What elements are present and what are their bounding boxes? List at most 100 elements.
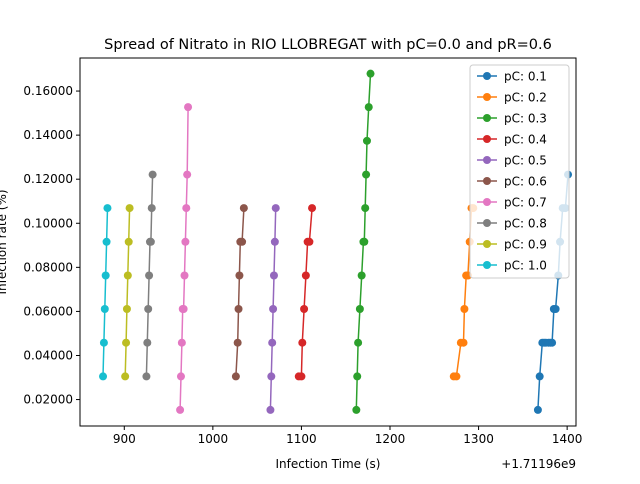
legend-label: pC: 0.1 bbox=[504, 70, 547, 84]
legend: pC: 0.1 pC: 0.2 pC: 0.3 pC: 0.4 pC: 0.5 pC: 0… bbox=[469, 64, 570, 279]
data-point bbox=[142, 372, 151, 381]
legend-marker bbox=[483, 114, 491, 122]
legend-marker bbox=[483, 177, 491, 185]
legend-item: pC: 0.1 bbox=[477, 70, 547, 84]
data-point bbox=[177, 338, 186, 347]
y-tick-label: 0.12000 bbox=[23, 172, 73, 186]
data-point bbox=[459, 338, 468, 347]
data-point bbox=[147, 204, 156, 213]
data-point bbox=[357, 271, 366, 280]
y-tick-label: 0.14000 bbox=[23, 128, 73, 142]
data-point bbox=[176, 405, 185, 414]
legend-label: pC: 0.9 bbox=[504, 238, 547, 252]
data-point bbox=[233, 338, 242, 347]
series-9 bbox=[121, 204, 134, 381]
legend-item: pC: 0.4 bbox=[477, 133, 547, 147]
legend-label: pC: 0.7 bbox=[504, 196, 547, 210]
legend-item: pC: 0.9 bbox=[477, 238, 547, 252]
legend-marker bbox=[483, 261, 491, 269]
data-point bbox=[308, 204, 317, 213]
series-line bbox=[124, 208, 131, 377]
y-tick-label: 0.10000 bbox=[23, 216, 73, 230]
data-point bbox=[146, 237, 155, 246]
legend-label: pC: 0.6 bbox=[504, 175, 547, 189]
data-point bbox=[354, 338, 363, 347]
data-point bbox=[270, 237, 279, 246]
chart-title: Spread of Nitrato in RIO LLOBREGAT with … bbox=[104, 37, 552, 53]
y-tick-label: 0.08000 bbox=[23, 260, 73, 274]
y-axis: 0.02000 0.04000 0.06000 0.08000 0.10000 0.120… bbox=[23, 84, 80, 407]
legend-marker bbox=[483, 156, 491, 164]
legend-item: pC: 0.8 bbox=[477, 217, 547, 231]
data-point bbox=[551, 304, 560, 313]
data-point bbox=[144, 304, 153, 313]
legend-item: pC: 0.5 bbox=[477, 154, 547, 168]
data-point bbox=[179, 304, 188, 313]
data-point bbox=[266, 405, 275, 414]
data-point bbox=[125, 204, 134, 213]
data-point bbox=[353, 372, 362, 381]
data-point bbox=[234, 304, 243, 313]
y-tick-label: 0.16000 bbox=[23, 84, 73, 98]
x-tick-label: 1100 bbox=[286, 432, 317, 446]
series-10 bbox=[99, 204, 112, 381]
legend-item: pC: 0.6 bbox=[477, 175, 547, 189]
x-tick-label: 1200 bbox=[375, 432, 406, 446]
data-point bbox=[121, 372, 130, 381]
legend-marker bbox=[483, 240, 491, 248]
data-point bbox=[268, 338, 277, 347]
legend-label: pC: 0.2 bbox=[504, 91, 547, 105]
data-point bbox=[267, 372, 276, 381]
data-point bbox=[533, 405, 542, 414]
legend-marker bbox=[483, 219, 491, 227]
data-point bbox=[355, 304, 364, 313]
series-6 bbox=[231, 204, 248, 381]
legend-label: pC: 0.8 bbox=[504, 217, 547, 231]
data-point bbox=[238, 237, 247, 246]
data-point bbox=[239, 204, 248, 213]
data-point bbox=[298, 338, 307, 347]
series-line bbox=[298, 208, 313, 378]
x-axis: 900 1000 1100 1200 1300 1400 bbox=[113, 426, 583, 446]
legend-item: pC: 1.0 bbox=[477, 259, 547, 273]
series-3 bbox=[352, 69, 375, 414]
data-point bbox=[183, 170, 192, 179]
data-point bbox=[182, 204, 191, 213]
x-tick-label: 1000 bbox=[198, 432, 229, 446]
legend-marker bbox=[483, 72, 491, 80]
legend-label: pC: 0.3 bbox=[504, 112, 547, 126]
data-point bbox=[122, 304, 131, 313]
data-point bbox=[143, 338, 152, 347]
data-point bbox=[100, 304, 109, 313]
data-point bbox=[231, 372, 240, 381]
series-line bbox=[235, 208, 245, 377]
x-tick-label: 900 bbox=[113, 432, 136, 446]
data-point bbox=[548, 338, 557, 347]
data-point bbox=[269, 271, 278, 280]
data-point bbox=[184, 103, 193, 112]
data-point bbox=[123, 271, 132, 280]
data-point bbox=[305, 237, 314, 246]
x-tick-label: 1400 bbox=[552, 432, 583, 446]
data-point bbox=[103, 204, 112, 213]
series-5 bbox=[266, 204, 280, 414]
data-point bbox=[145, 271, 154, 280]
legend-item: pC: 0.7 bbox=[477, 196, 547, 210]
data-point bbox=[102, 237, 111, 246]
data-point bbox=[124, 237, 133, 246]
legend-marker bbox=[483, 198, 491, 206]
series-4 bbox=[294, 204, 317, 381]
data-point bbox=[99, 338, 108, 347]
series-7 bbox=[176, 103, 193, 414]
y-tick-label: 0.02000 bbox=[23, 393, 73, 407]
data-point bbox=[148, 170, 157, 179]
y-tick-label: 0.04000 bbox=[23, 348, 73, 362]
data-point bbox=[452, 372, 461, 381]
data-point bbox=[300, 304, 309, 313]
series-line bbox=[179, 107, 189, 410]
data-point bbox=[101, 271, 110, 280]
data-point bbox=[362, 136, 371, 145]
x-axis-label: Infection Time (s) bbox=[276, 457, 381, 471]
data-point bbox=[271, 204, 280, 213]
y-tick-label: 0.06000 bbox=[23, 304, 73, 318]
